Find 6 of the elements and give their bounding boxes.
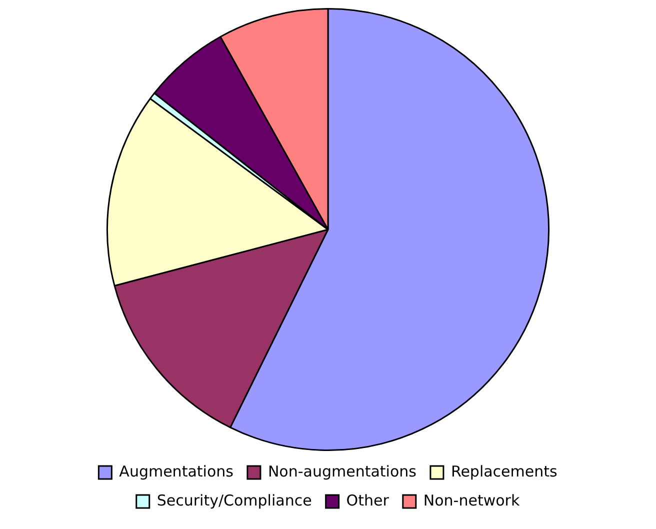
legend-label: Replacements [450,462,558,480]
legend-label: Other [346,491,390,510]
legend-label: Security/Compliance [156,491,312,510]
legend-label: Non-augmentations [268,462,417,480]
legend-label: Augmentations [119,462,234,480]
legend-label: Non-network [423,491,520,510]
